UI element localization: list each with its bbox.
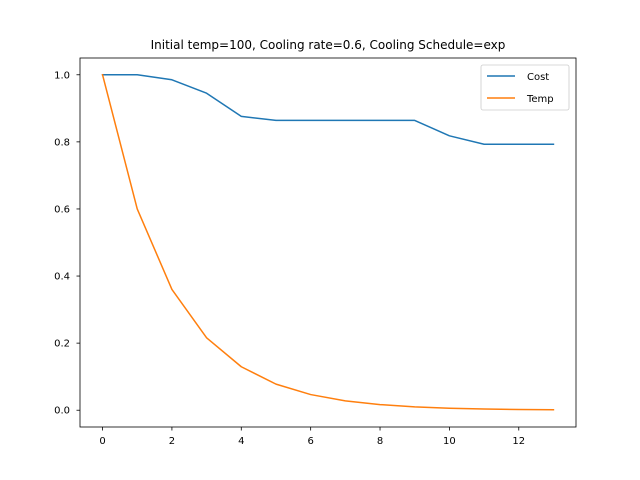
chart-title: Initial temp=100, Cooling rate=0.6, Cool… <box>151 38 506 52</box>
legend-box <box>480 64 570 111</box>
x-tick-label: 6 <box>307 436 313 447</box>
plot-area <box>80 58 576 427</box>
y-tick-label: 0.0 <box>54 406 70 417</box>
series-line-temp <box>101 73 555 411</box>
series-line-cost <box>101 74 555 145</box>
y-tick-label: 0.6 <box>54 204 70 215</box>
legend-label-cost: Cost <box>527 72 549 83</box>
x-tick-label: 2 <box>169 436 175 447</box>
x-tick-label: 8 <box>377 436 383 447</box>
y-tick-label: 0.2 <box>54 339 70 350</box>
x-tick-label: 4 <box>238 436 244 447</box>
y-tick-label: 0.8 <box>54 137 70 148</box>
series-lines <box>101 73 555 411</box>
y-tick-label: 1.0 <box>54 70 70 81</box>
axes: 0 2 4 6 8 10 12 0.0 0.2 0.4 0.6 0.8 1.0 <box>54 57 577 447</box>
plot-background <box>80 58 576 427</box>
legend-label-temp: Temp <box>526 94 554 105</box>
x-tick-label: 12 <box>512 436 525 447</box>
legend: Cost Temp <box>480 64 570 111</box>
x-tick-label: 10 <box>443 436 456 447</box>
x-tick-label: 0 <box>99 436 105 447</box>
axes-frame <box>79 57 577 428</box>
y-tick-label: 0.4 <box>54 272 70 283</box>
